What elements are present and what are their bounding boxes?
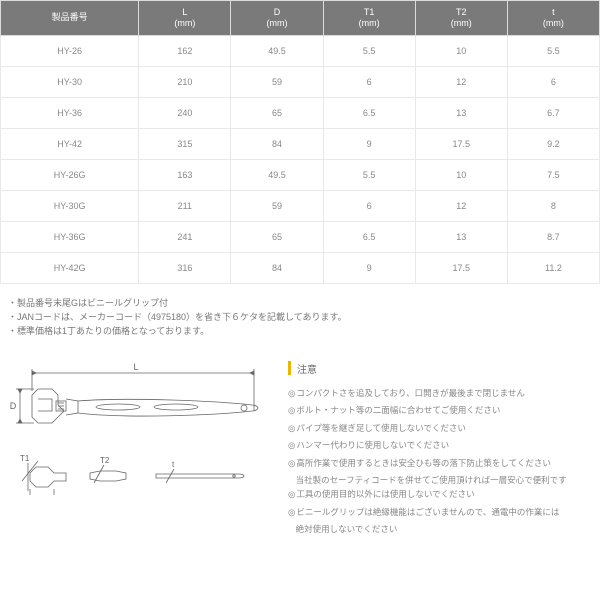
table-cell: 316	[139, 252, 231, 283]
note-item: 製品番号末尾Gはビニールグリップ付	[8, 296, 592, 310]
svg-text:D: D	[10, 401, 17, 411]
table-cell: HY-42G	[1, 252, 139, 283]
table-cell: 65	[231, 97, 323, 128]
table-header-cell: D(mm)	[231, 1, 323, 36]
caution-item: パイプ等を継ぎ足して使用しないでください	[288, 421, 592, 435]
table-cell: 8.7	[507, 221, 599, 252]
table-cell: 5.5	[323, 35, 415, 66]
caution-heading: 注意	[297, 361, 317, 376]
table-row: HY-42G31684917.511.2	[1, 252, 600, 283]
table-cell: 6	[507, 66, 599, 97]
wrench-diagram: L	[8, 361, 268, 511]
table-row: HY-2616249.55.5105.5	[1, 35, 600, 66]
caution-item: コンパクトさを追及しており、口開きが最後まで閉じません	[288, 386, 592, 400]
table-header-cell: 製品番号	[1, 1, 139, 36]
caution-subline: 当社製のセーフティコードを併せてご使用頂ければ一層安心で便利です	[288, 473, 592, 487]
table-cell: 9	[323, 128, 415, 159]
table-cell: 13	[415, 97, 507, 128]
table-cell: 9.2	[507, 128, 599, 159]
table-cell: 6	[323, 66, 415, 97]
caution-item: ボルト・ナット等の二面幅に合わせてご使用ください	[288, 403, 592, 417]
table-row: HY-36240656.5136.7	[1, 97, 600, 128]
table-cell: 210	[139, 66, 231, 97]
table-cell: 11.2	[507, 252, 599, 283]
table-row: HY-4231584917.59.2	[1, 128, 600, 159]
table-cell: 241	[139, 221, 231, 252]
table-row: HY-30G211596128	[1, 190, 600, 221]
table-cell: 13	[415, 221, 507, 252]
table-cell: 5.5	[323, 159, 415, 190]
svg-text:t: t	[172, 460, 175, 469]
table-cell: HY-26	[1, 35, 139, 66]
caution-item: ハンマー代わりに使用しないでください	[288, 438, 592, 452]
table-cell: HY-30	[1, 66, 139, 97]
table-cell: 7.5	[507, 159, 599, 190]
table-cell: HY-36	[1, 97, 139, 128]
diagram-area: L	[8, 361, 268, 537]
svg-text:T2: T2	[100, 456, 110, 465]
caution-list: コンパクトさを追及しており、口開きが最後まで閉じませんボルト・ナット等の二面幅に…	[288, 386, 592, 537]
caution-item: ビニールグリップは絶縁機能はございませんので、通電中の作業には	[288, 505, 592, 519]
table-cell: 59	[231, 190, 323, 221]
table-cell: 8	[507, 190, 599, 221]
table-header-cell: t(mm)	[507, 1, 599, 36]
table-cell: 6.7	[507, 97, 599, 128]
notes-list: 製品番号末尾Gはビニールグリップ付JANコードは、メーカーコード（4975180…	[0, 292, 600, 351]
table-row: HY-26G16349.55.5107.5	[1, 159, 600, 190]
table-cell: 12	[415, 66, 507, 97]
table-cell: 17.5	[415, 252, 507, 283]
spec-table: 製品番号L(mm)D(mm)T1(mm)T2(mm)t(mm) HY-26162…	[0, 0, 600, 284]
table-row: HY-30210596126	[1, 66, 600, 97]
caution-title: 注意	[288, 361, 592, 376]
lower-section: L	[0, 351, 600, 547]
table-cell: 17.5	[415, 128, 507, 159]
table-cell: 162	[139, 35, 231, 66]
table-cell: 6.5	[323, 97, 415, 128]
table-cell: 84	[231, 252, 323, 283]
table-cell: 163	[139, 159, 231, 190]
table-cell: 65	[231, 221, 323, 252]
caution-item: 工具の使用目的以外には使用しないでください	[288, 487, 592, 501]
accent-bar-icon	[288, 361, 291, 375]
note-item: JANコードは、メーカーコード（4975180）を省き下６ケタを記載してあります…	[8, 310, 592, 324]
caution-subline: 絶対使用しないでください	[288, 522, 592, 536]
table-cell: 49.5	[231, 35, 323, 66]
svg-text:L: L	[133, 362, 138, 372]
note-item: 標準価格は1丁あたりの価格となっております。	[8, 324, 592, 338]
table-cell: 12	[415, 190, 507, 221]
table-cell: 9	[323, 252, 415, 283]
table-cell: 49.5	[231, 159, 323, 190]
table-cell: HY-30G	[1, 190, 139, 221]
table-cell: 84	[231, 128, 323, 159]
table-cell: 10	[415, 159, 507, 190]
table-cell: 240	[139, 97, 231, 128]
table-cell: HY-36G	[1, 221, 139, 252]
caution-area: 注意 コンパクトさを追及しており、口開きが最後まで閉じませんボルト・ナット等の二…	[288, 361, 592, 537]
table-header-row: 製品番号L(mm)D(mm)T1(mm)T2(mm)t(mm)	[1, 1, 600, 36]
table-cell: HY-42	[1, 128, 139, 159]
table-header-cell: T1(mm)	[323, 1, 415, 36]
table-cell: HY-26G	[1, 159, 139, 190]
svg-text:T1: T1	[20, 454, 30, 463]
table-header-cell: L(mm)	[139, 1, 231, 36]
table-cell: 6	[323, 190, 415, 221]
table-cell: 6.5	[323, 221, 415, 252]
table-cell: 59	[231, 66, 323, 97]
table-row: HY-36G241656.5138.7	[1, 221, 600, 252]
table-cell: 5.5	[507, 35, 599, 66]
table-cell: 10	[415, 35, 507, 66]
table-cell: 211	[139, 190, 231, 221]
table-header-cell: T2(mm)	[415, 1, 507, 36]
caution-item: 高所作業で使用するときは安全ひも等の落下防止策をしてください	[288, 456, 592, 470]
table-cell: 315	[139, 128, 231, 159]
